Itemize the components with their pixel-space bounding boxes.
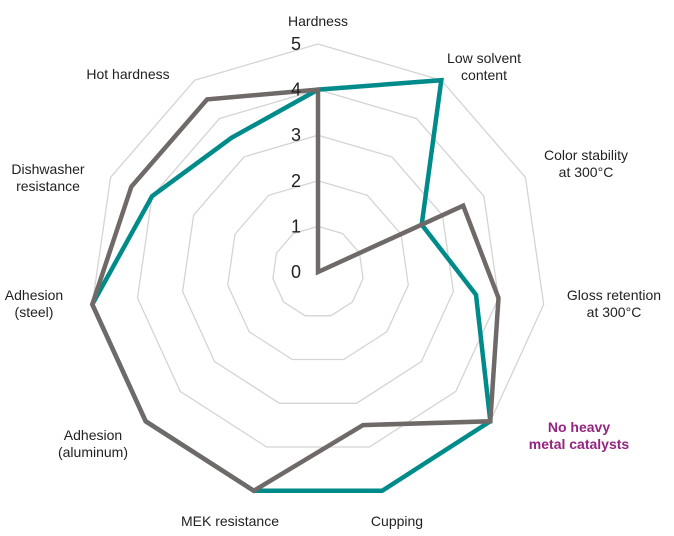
- axis-label: Hot hardness: [86, 66, 169, 82]
- axis-labels: Hardness Low solvent content Color stabilit…: [5, 13, 661, 529]
- tick-label: 2: [291, 171, 301, 191]
- axis-label: Hardness: [288, 13, 348, 29]
- axis-label: Color stability at 300°C: [544, 147, 628, 180]
- radial-tick-labels: 0 1 2 3 4 5: [291, 34, 301, 282]
- tick-label: 4: [291, 80, 301, 100]
- tick-label: 5: [291, 34, 301, 54]
- chart-series: [89, 77, 501, 494]
- axis-label: Adhesion (aluminum): [58, 427, 128, 460]
- tick-label: 0: [291, 262, 301, 282]
- axis-label: Cupping: [371, 513, 423, 529]
- grid-ring: [272, 225, 364, 317]
- axis-label: No heavy metal catalysts: [529, 419, 630, 452]
- axis-label: Gloss retention at 300°C: [567, 287, 661, 320]
- series-line-1: [89, 77, 493, 494]
- axis-label: Dishwasher resistance: [11, 161, 84, 194]
- tick-label: 1: [291, 216, 301, 236]
- series-line-2: [89, 87, 501, 494]
- axis-label: Low solvent content: [447, 50, 521, 83]
- grid-ring: [227, 180, 409, 361]
- tick-label: 3: [291, 125, 301, 145]
- grid-ring: [181, 134, 455, 404]
- grid-ring: [136, 88, 500, 448]
- axis-label: Adhesion (steel): [5, 287, 63, 320]
- axis-label: MEK resistance: [181, 513, 279, 529]
